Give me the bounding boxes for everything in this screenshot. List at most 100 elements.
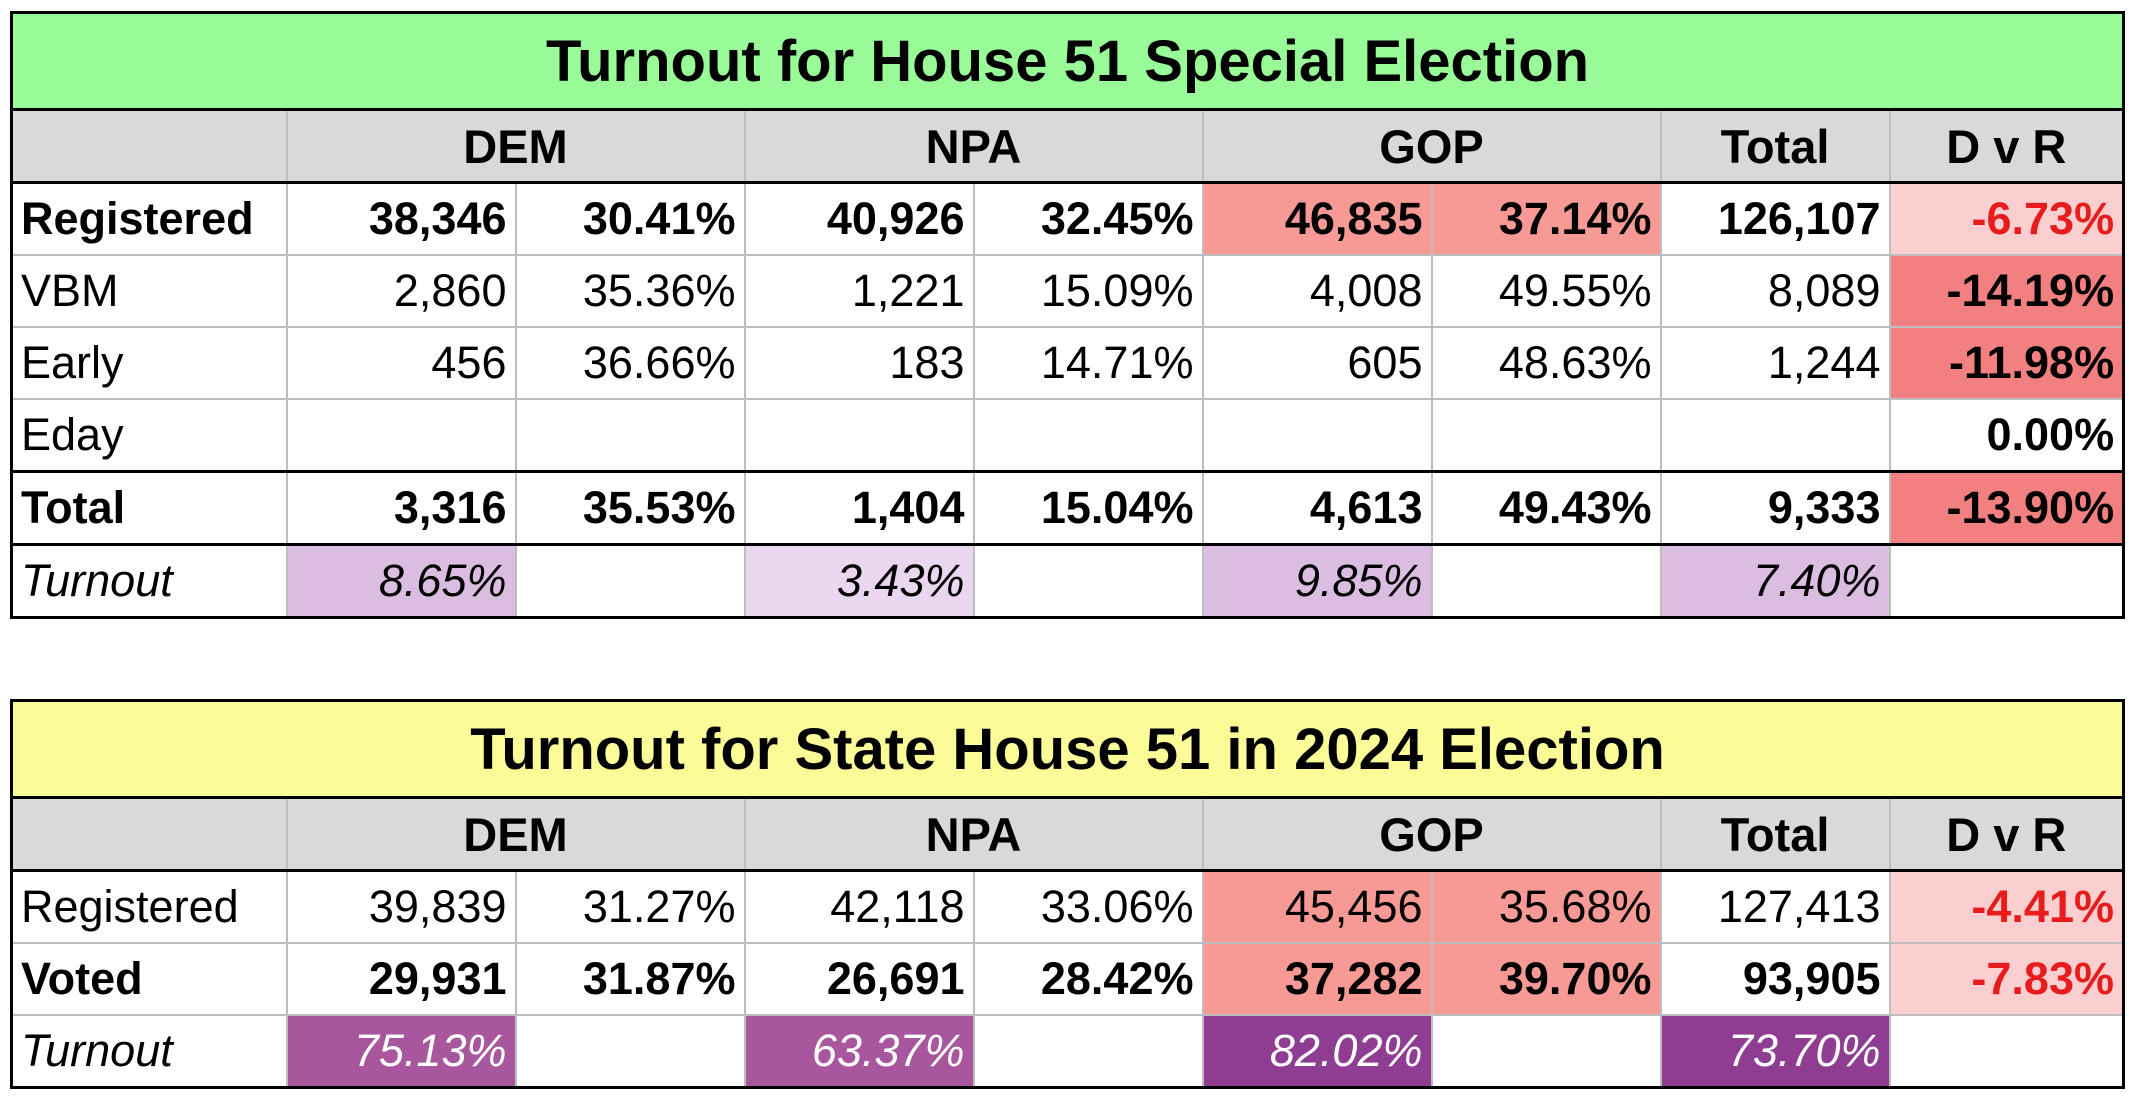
- header-dvr: D v R: [1888, 796, 2126, 872]
- npa-share: 14.71%: [972, 326, 1204, 400]
- header-npa: NPA: [743, 796, 1204, 872]
- gop-count: 605: [1201, 326, 1433, 400]
- gop-share: 48.63%: [1430, 326, 1662, 400]
- npa-count: 40,926: [743, 181, 975, 256]
- dem-share: 31.27%: [514, 869, 746, 944]
- gop-share: 49.55%: [1430, 254, 1662, 328]
- header-total: Total: [1659, 108, 1891, 184]
- header-total: Total: [1659, 796, 1891, 872]
- empty-cell: [972, 1014, 1204, 1089]
- dem-share: 31.87%: [514, 942, 746, 1016]
- npa-count: 1,404: [743, 470, 975, 546]
- npa-share: 15.09%: [972, 254, 1204, 328]
- header-dem: DEM: [285, 796, 746, 872]
- row-label: Registered: [10, 181, 288, 256]
- total-count: 1,244: [1659, 326, 1891, 400]
- dvr-value: 0.00%: [1888, 398, 2126, 473]
- table-row: Total 3,316 35.53% 1,404 15.04% 4,613 49…: [10, 470, 2126, 546]
- empty-cell: [1888, 543, 2126, 619]
- table-row: Eday 0.00%: [10, 398, 2126, 473]
- table-row: Registered 38,346 30.41% 40,926 32.45% 4…: [10, 181, 2126, 256]
- table-title: Turnout for State House 51 in 2024 Elect…: [9, 699, 2126, 799]
- npa-count: 183: [743, 326, 975, 400]
- total-count: [1659, 398, 1891, 473]
- header-gop: GOP: [1201, 796, 1662, 872]
- gop-share: 37.14%: [1430, 181, 1662, 256]
- empty-cell: [1430, 543, 1662, 619]
- gop-turnout: 9.85%: [1201, 543, 1433, 619]
- npa-count: 26,691: [743, 942, 975, 1016]
- dvr-value: -13.90%: [1888, 470, 2126, 546]
- gop-share: 39.70%: [1430, 942, 1662, 1016]
- total-turnout: 73.70%: [1659, 1014, 1891, 1089]
- gop-count: 46,835: [1201, 181, 1433, 256]
- total-count: 126,107: [1659, 181, 1891, 256]
- row-label: Registered: [10, 869, 288, 944]
- gop-share: 49.43%: [1430, 470, 1662, 546]
- npa-count: 42,118: [743, 869, 975, 944]
- table-row: VBM 2,860 35.36% 1,221 15.09% 4,008 49.5…: [10, 254, 2126, 328]
- total-count: 8,089: [1659, 254, 1891, 328]
- header-blank: [10, 796, 288, 872]
- dem-turnout: 75.13%: [285, 1014, 517, 1089]
- gop-count: 37,282: [1201, 942, 1433, 1016]
- dem-count: 3,316: [285, 470, 517, 546]
- table-row: Voted 29,931 31.87% 26,691 28.42% 37,282…: [10, 942, 2126, 1016]
- dem-share: [514, 398, 746, 473]
- gop-count: [1201, 398, 1433, 473]
- gop-share: 35.68%: [1430, 869, 1662, 944]
- gop-count: 45,456: [1201, 869, 1433, 944]
- dem-share: 36.66%: [514, 326, 746, 400]
- empty-cell: [1430, 1014, 1662, 1089]
- row-label: VBM: [10, 254, 288, 328]
- row-label: Eday: [10, 398, 288, 473]
- dem-count: 2,860: [285, 254, 517, 328]
- npa-share: [972, 398, 1204, 473]
- npa-share: 15.04%: [972, 470, 1204, 546]
- election-2024-table: Turnout for State House 51 in 2024 Elect…: [9, 699, 2126, 1089]
- npa-share: 28.42%: [972, 942, 1204, 1016]
- dem-count: 456: [285, 326, 517, 400]
- npa-share: 32.45%: [972, 181, 1204, 256]
- header-blank: [10, 108, 288, 184]
- dvr-value: -11.98%: [1888, 326, 2126, 400]
- npa-turnout: 3.43%: [743, 543, 975, 619]
- dem-turnout: 8.65%: [285, 543, 517, 619]
- total-count: 127,413: [1659, 869, 1891, 944]
- row-label: Early: [10, 326, 288, 400]
- gop-turnout: 82.02%: [1201, 1014, 1433, 1089]
- table-row: Turnout 8.65% 3.43% 9.85% 7.40%: [10, 543, 2126, 619]
- dem-share: 35.36%: [514, 254, 746, 328]
- row-label: Voted: [10, 942, 288, 1016]
- dem-count: [285, 398, 517, 473]
- dvr-value: -14.19%: [1888, 254, 2126, 328]
- empty-cell: [514, 1014, 746, 1089]
- dem-share: 35.53%: [514, 470, 746, 546]
- npa-count: 1,221: [743, 254, 975, 328]
- empty-cell: [1888, 1014, 2126, 1089]
- total-count: 93,905: [1659, 942, 1891, 1016]
- total-turnout: 7.40%: [1659, 543, 1891, 619]
- header-dvr: D v R: [1888, 108, 2126, 184]
- table-title: Turnout for House 51 Special Election: [9, 11, 2126, 111]
- npa-turnout: 63.37%: [743, 1014, 975, 1089]
- header-npa: NPA: [743, 108, 1204, 184]
- dem-count: 38,346: [285, 181, 517, 256]
- empty-cell: [972, 543, 1204, 619]
- row-label: Turnout: [10, 1014, 288, 1089]
- dem-share: 30.41%: [514, 181, 746, 256]
- header-dem: DEM: [285, 108, 746, 184]
- table-row: Early 456 36.66% 183 14.71% 605 48.63% 1…: [10, 326, 2126, 400]
- table-row: Registered 39,839 31.27% 42,118 33.06% 4…: [10, 869, 2126, 944]
- dvr-value: -7.83%: [1888, 942, 2126, 1016]
- special-election-table: Turnout for House 51 Special Election DE…: [9, 11, 2126, 619]
- gop-count: 4,008: [1201, 254, 1433, 328]
- gop-share: [1430, 398, 1662, 473]
- total-count: 9,333: [1659, 470, 1891, 546]
- dvr-value: -6.73%: [1888, 181, 2126, 256]
- empty-cell: [514, 543, 746, 619]
- header-gop: GOP: [1201, 108, 1662, 184]
- row-label: Total: [10, 470, 288, 546]
- npa-count: [743, 398, 975, 473]
- gop-count: 4,613: [1201, 470, 1433, 546]
